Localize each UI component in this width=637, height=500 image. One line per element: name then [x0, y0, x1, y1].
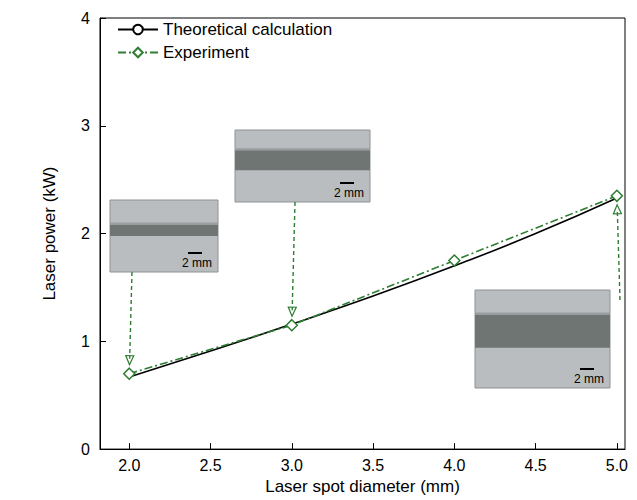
- svg-text:2 mm: 2 mm: [574, 372, 604, 386]
- svg-text:3.0: 3.0: [281, 457, 303, 474]
- svg-text:3: 3: [81, 117, 90, 134]
- svg-text:4: 4: [81, 10, 90, 27]
- svg-text:1: 1: [81, 333, 90, 350]
- svg-text:0: 0: [81, 441, 90, 458]
- svg-text:3.5: 3.5: [362, 457, 384, 474]
- svg-text:4.5: 4.5: [524, 457, 546, 474]
- svg-text:2.5: 2.5: [199, 457, 221, 474]
- svg-text:4.0: 4.0: [443, 457, 465, 474]
- svg-text:2 mm: 2 mm: [182, 256, 212, 270]
- svg-text:Experiment: Experiment: [163, 43, 249, 62]
- svg-text:2.0: 2.0: [118, 457, 140, 474]
- svg-text:Laser spot diameter (mm): Laser spot diameter (mm): [265, 477, 460, 496]
- svg-text:2 mm: 2 mm: [334, 186, 364, 200]
- svg-text:5.0: 5.0: [606, 457, 628, 474]
- svg-text:Theoretical calculation: Theoretical calculation: [163, 20, 332, 39]
- svg-text:Laser power (kW): Laser power (kW): [40, 166, 59, 300]
- svg-text:2: 2: [81, 225, 90, 242]
